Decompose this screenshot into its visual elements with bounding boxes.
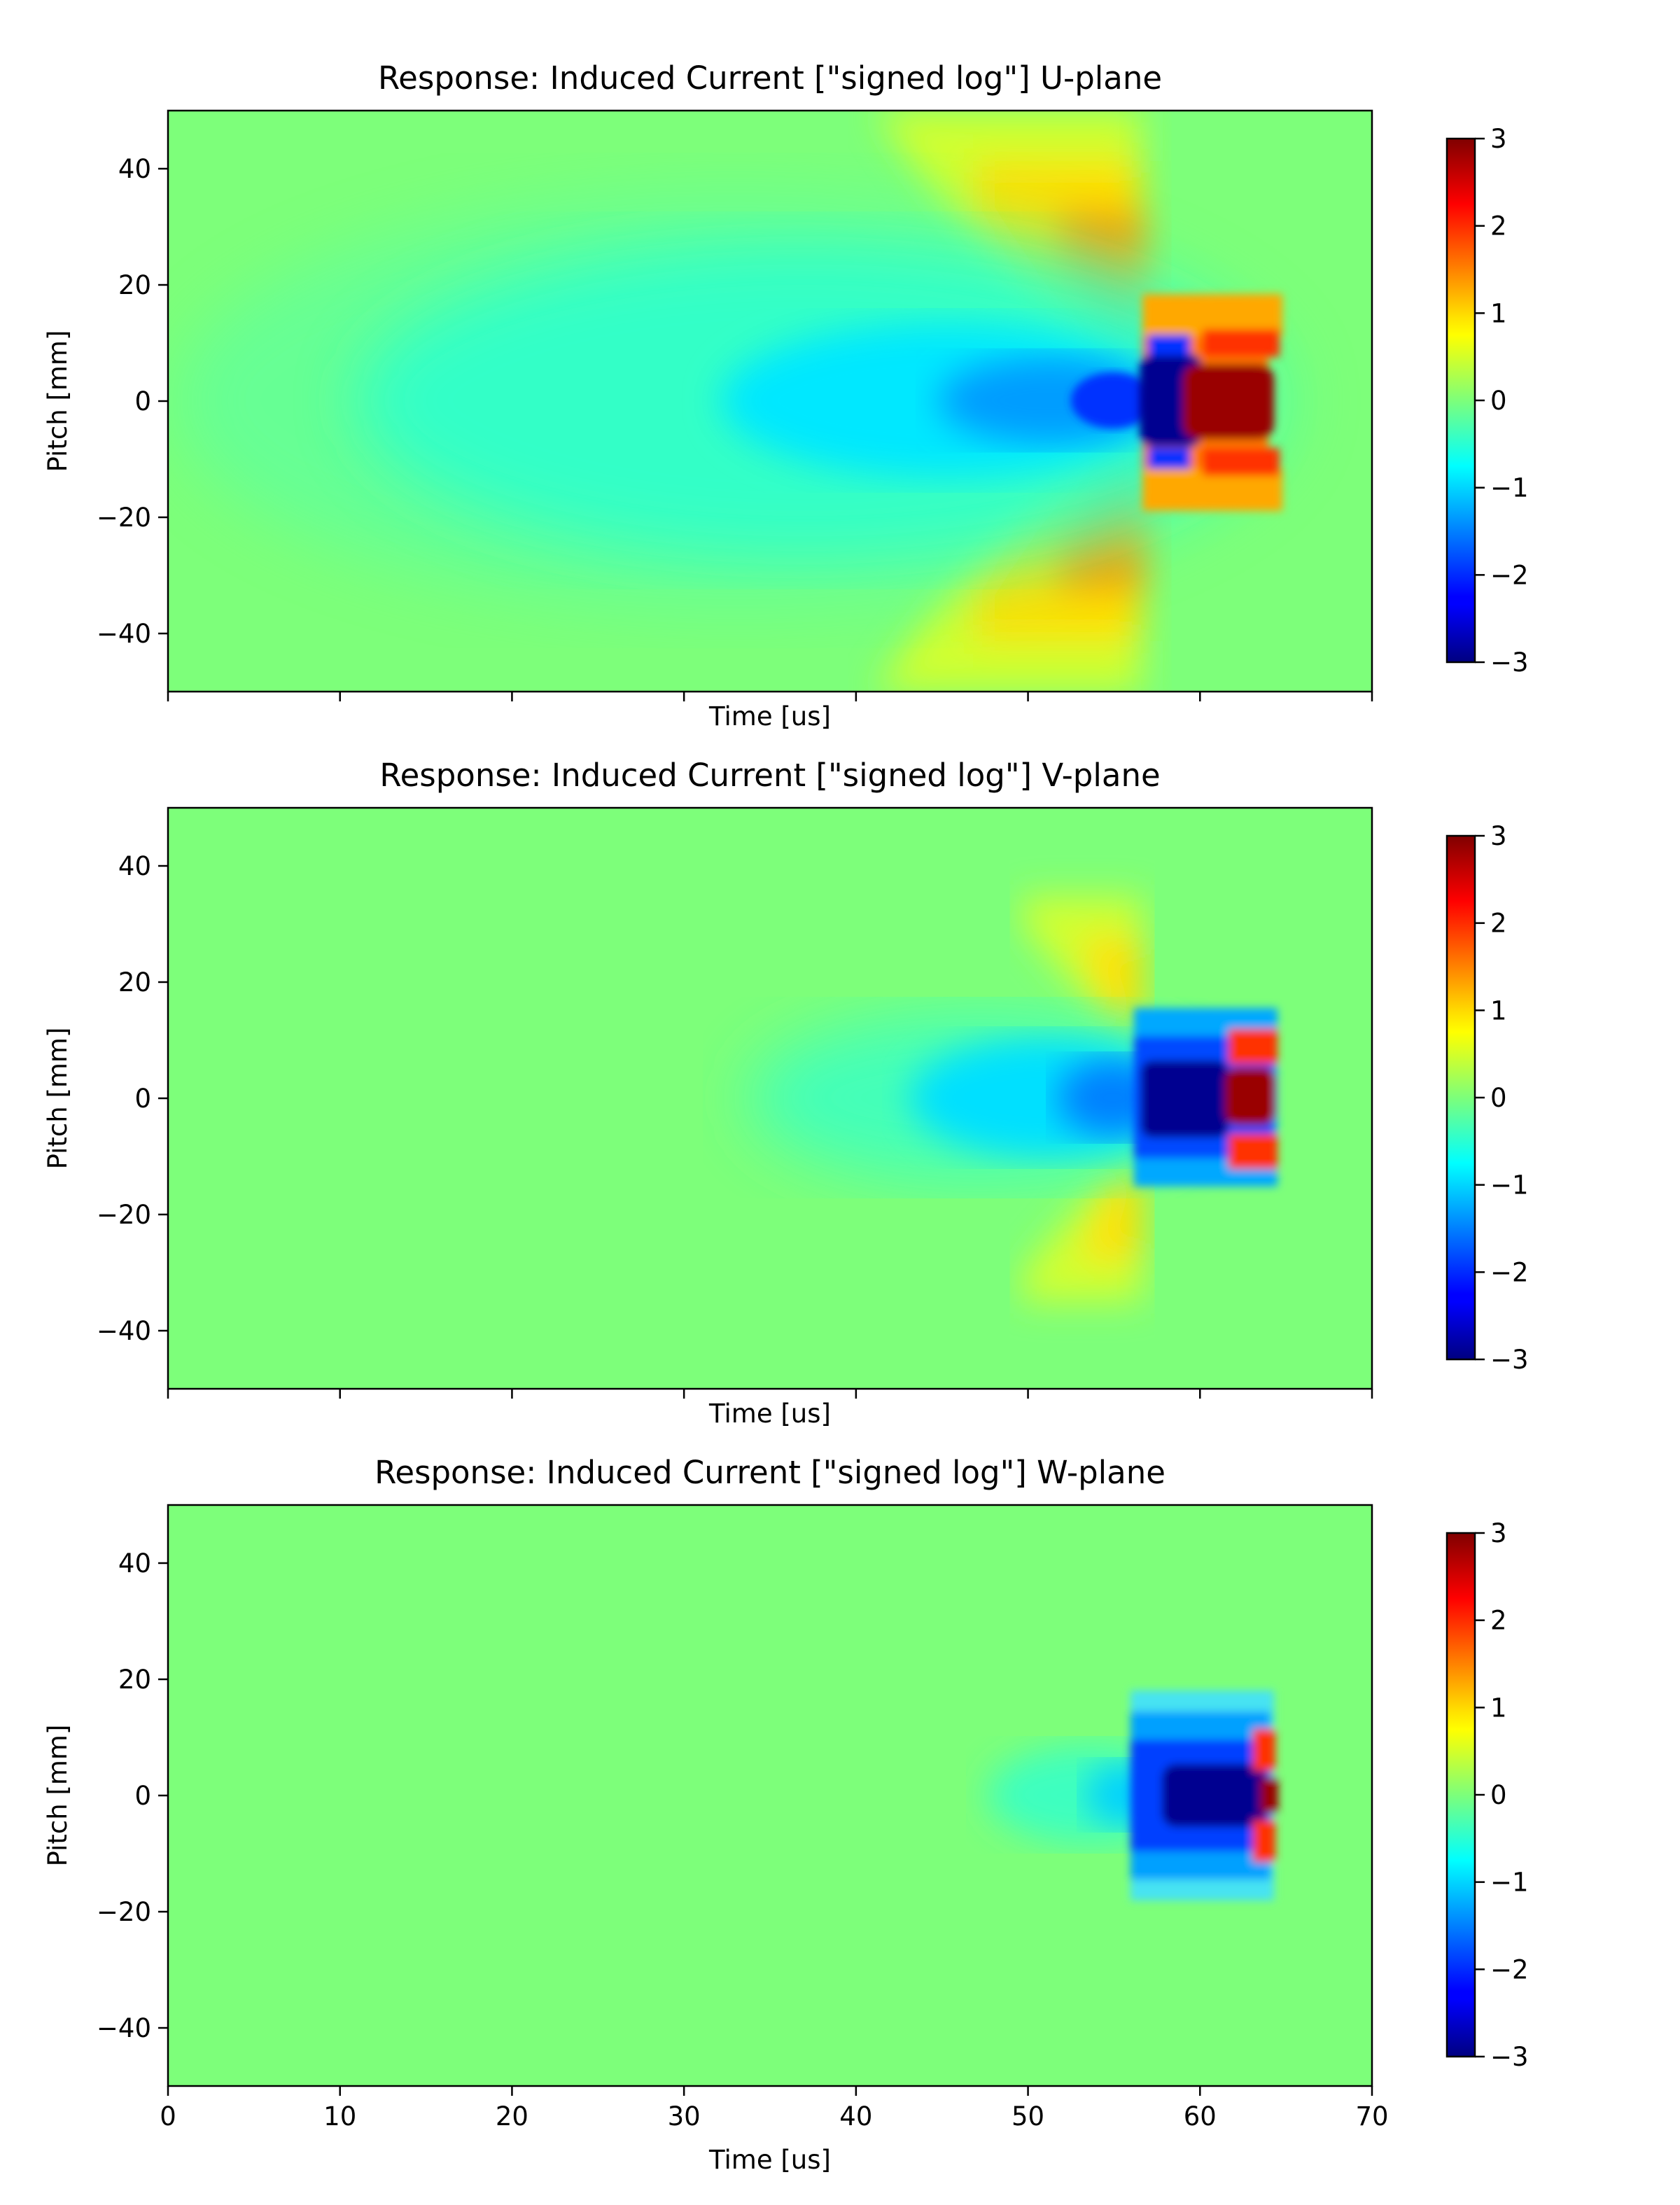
x-ticks: 0 10 20 30 40 50 60 70 — [160, 2086, 1389, 2132]
colorbar-gradient — [1447, 1533, 1475, 2057]
panel-v-plane: Response: Induced Current ["signed log"]… — [43, 757, 1529, 1429]
y-tick-label: −20 — [97, 503, 151, 533]
x-ticks — [167, 1389, 1373, 1399]
chart-title: Response: Induced Current ["signed log"]… — [378, 59, 1162, 97]
panel-w-plane: Response: Induced Current ["signed log"]… — [43, 1454, 1529, 2175]
y-tick-label: 20 — [118, 1665, 151, 1695]
colorbar-tick-label: 2 — [1490, 1606, 1507, 1636]
colorbar-tick-label: 1 — [1490, 995, 1507, 1026]
x-axis-label: Time [us] — [708, 701, 831, 732]
heatmap-core — [1140, 294, 1282, 511]
x-tick-label: 40 — [839, 2101, 872, 2132]
x-tick-label: 50 — [1011, 2101, 1044, 2132]
y-ticks: −40 −20 0 20 40 — [97, 1548, 168, 2043]
x-tick-label: 60 — [1184, 2101, 1217, 2132]
x-axis-label: Time [us] — [708, 2145, 831, 2175]
y-tick-label: 0 — [134, 1781, 151, 1811]
colorbar-tick-label: 1 — [1490, 1693, 1507, 1723]
colorbar-tick-label: 2 — [1490, 909, 1507, 939]
y-tick-label: 20 — [118, 967, 151, 997]
y-tick-label: 40 — [118, 1548, 151, 1578]
heatmap-core — [1134, 1008, 1278, 1186]
y-axis-label: Pitch [mm] — [43, 1028, 73, 1170]
x-tick-label: 20 — [496, 2101, 528, 2132]
colorbar: −3 −2 −1 0 1 2 3 — [1446, 821, 1529, 1375]
colorbar: −3 −2 −1 0 1 2 3 — [1446, 124, 1529, 678]
y-tick-label: −40 — [97, 619, 151, 649]
y-tick-label: 20 — [118, 270, 151, 300]
colorbar-gradient — [1447, 836, 1475, 1359]
y-tick-label: 40 — [118, 154, 151, 184]
heatmap — [168, 808, 1372, 1389]
y-tick-label: −20 — [97, 1897, 151, 1927]
panel-u-plane: Response: Induced Current ["signed log"]… — [43, 59, 1529, 732]
colorbar-tick-label: −3 — [1490, 648, 1529, 678]
colorbar-tick-label: −1 — [1490, 1170, 1529, 1200]
y-tick-label: −40 — [97, 2013, 151, 2043]
chart-title: Response: Induced Current ["signed log"]… — [379, 757, 1160, 794]
colorbar-tick-label: 1 — [1490, 298, 1507, 328]
colorbar-tick-label: 3 — [1490, 124, 1507, 154]
colorbar-tick-label: −3 — [1490, 1345, 1529, 1375]
colorbar-tick-label: −2 — [1490, 1954, 1529, 1984]
x-tick-label: 70 — [1355, 2101, 1388, 2132]
y-axis-label: Pitch [mm] — [43, 330, 73, 472]
heatmap-core — [1130, 1690, 1278, 1900]
colorbar-tick-label: 3 — [1490, 821, 1507, 851]
chart-title: Response: Induced Current ["signed log"]… — [374, 1454, 1166, 1491]
x-tick-label: 30 — [668, 2101, 701, 2132]
colorbar: −3 −2 −1 0 1 2 3 — [1446, 1518, 1529, 2072]
y-tick-label: 40 — [118, 851, 151, 881]
colorbar-tick-label: 0 — [1490, 386, 1507, 416]
colorbar-tick-label: 2 — [1490, 211, 1507, 241]
colorbar-tick-label: −2 — [1490, 560, 1529, 590]
y-tick-label: 0 — [134, 386, 151, 416]
colorbar-tick-label: 0 — [1490, 1083, 1507, 1113]
heatmap — [168, 1505, 1372, 2086]
colorbar-gradient — [1447, 139, 1475, 662]
colorbar-tick-label: −2 — [1490, 1257, 1529, 1287]
y-ticks: −40 −20 0 20 40 — [97, 154, 168, 649]
heatmap-negative-lobe — [175, 194, 1295, 607]
heatmap-positive-wings — [1022, 896, 1142, 1302]
y-tick-label: −20 — [97, 1200, 151, 1230]
y-tick-label: −40 — [97, 1316, 151, 1346]
x-tick-label: 10 — [323, 2101, 356, 2132]
x-axis-label: Time [us] — [708, 1399, 831, 1429]
y-tick-label: 0 — [134, 1084, 151, 1114]
colorbar-tick-label: −1 — [1490, 473, 1529, 503]
colorbar-tick-label: −3 — [1490, 2042, 1529, 2072]
colorbar-tick-label: −1 — [1490, 1868, 1529, 1898]
y-ticks: −40 −20 0 20 40 — [97, 851, 168, 1346]
colorbar-tick-label: 0 — [1490, 1780, 1507, 1810]
x-ticks — [167, 692, 1373, 701]
colorbar-tick-label: 3 — [1490, 1518, 1507, 1548]
y-axis-label: Pitch [mm] — [43, 1725, 73, 1867]
heatmap — [168, 111, 1372, 692]
heatmap-negative-lobe — [749, 1014, 1211, 1182]
x-tick-label: 0 — [160, 2101, 176, 2132]
